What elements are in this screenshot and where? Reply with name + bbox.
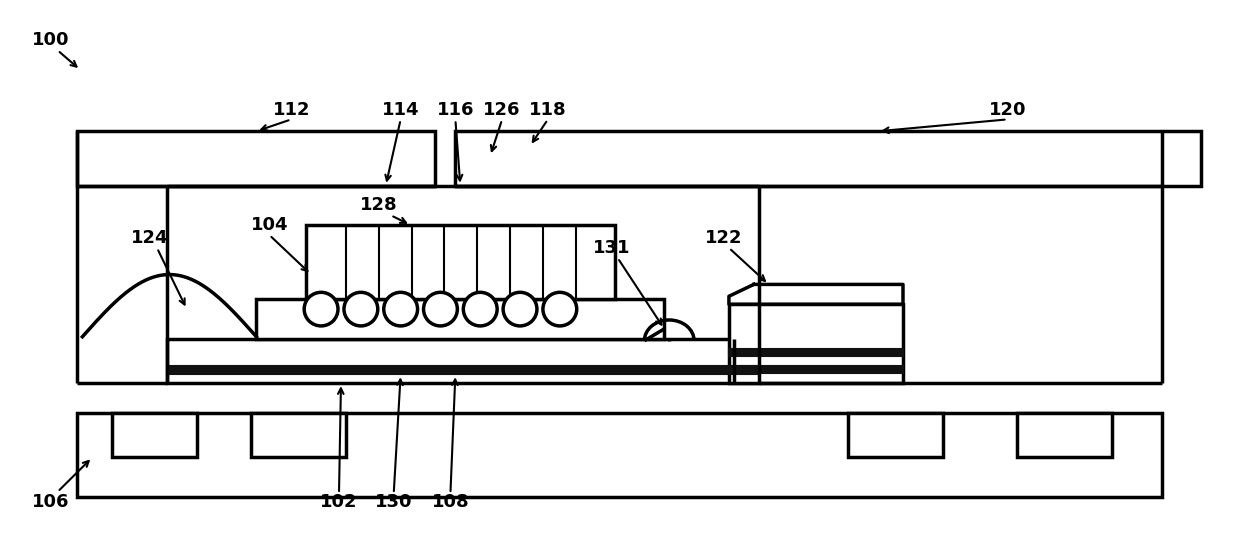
Polygon shape — [729, 284, 903, 304]
Text: 112: 112 — [273, 100, 310, 119]
Text: 106: 106 — [32, 493, 69, 511]
Text: 124: 124 — [131, 229, 169, 247]
Circle shape — [384, 292, 418, 326]
Bar — [77, 131, 435, 185]
Bar — [306, 225, 615, 299]
Text: 116: 116 — [436, 100, 475, 119]
Circle shape — [344, 292, 378, 326]
Text: 104: 104 — [250, 216, 289, 234]
Text: 128: 128 — [361, 196, 398, 214]
Bar — [729, 304, 903, 384]
Bar — [849, 413, 943, 457]
Bar — [729, 366, 903, 374]
Text: 120: 120 — [989, 100, 1026, 119]
Bar — [77, 413, 1162, 497]
Circle shape — [463, 292, 497, 326]
Text: 114: 114 — [382, 100, 420, 119]
Circle shape — [305, 292, 338, 326]
Bar — [729, 349, 903, 356]
Text: 118: 118 — [529, 100, 566, 119]
Bar — [256, 299, 664, 339]
Circle shape — [424, 292, 457, 326]
Circle shape — [503, 292, 536, 326]
Text: 102: 102 — [320, 493, 358, 511]
Text: 122: 122 — [705, 229, 742, 247]
Text: 126: 126 — [483, 100, 520, 119]
Bar — [456, 131, 1202, 185]
Text: 130: 130 — [375, 493, 413, 511]
Text: 131: 131 — [592, 239, 631, 257]
Text: 100: 100 — [32, 31, 69, 49]
Bar — [167, 366, 758, 374]
Bar — [1017, 413, 1111, 457]
Text: 108: 108 — [431, 493, 470, 511]
Circle shape — [543, 292, 576, 326]
Bar — [252, 413, 346, 457]
Bar — [113, 413, 197, 457]
Bar — [167, 339, 758, 384]
